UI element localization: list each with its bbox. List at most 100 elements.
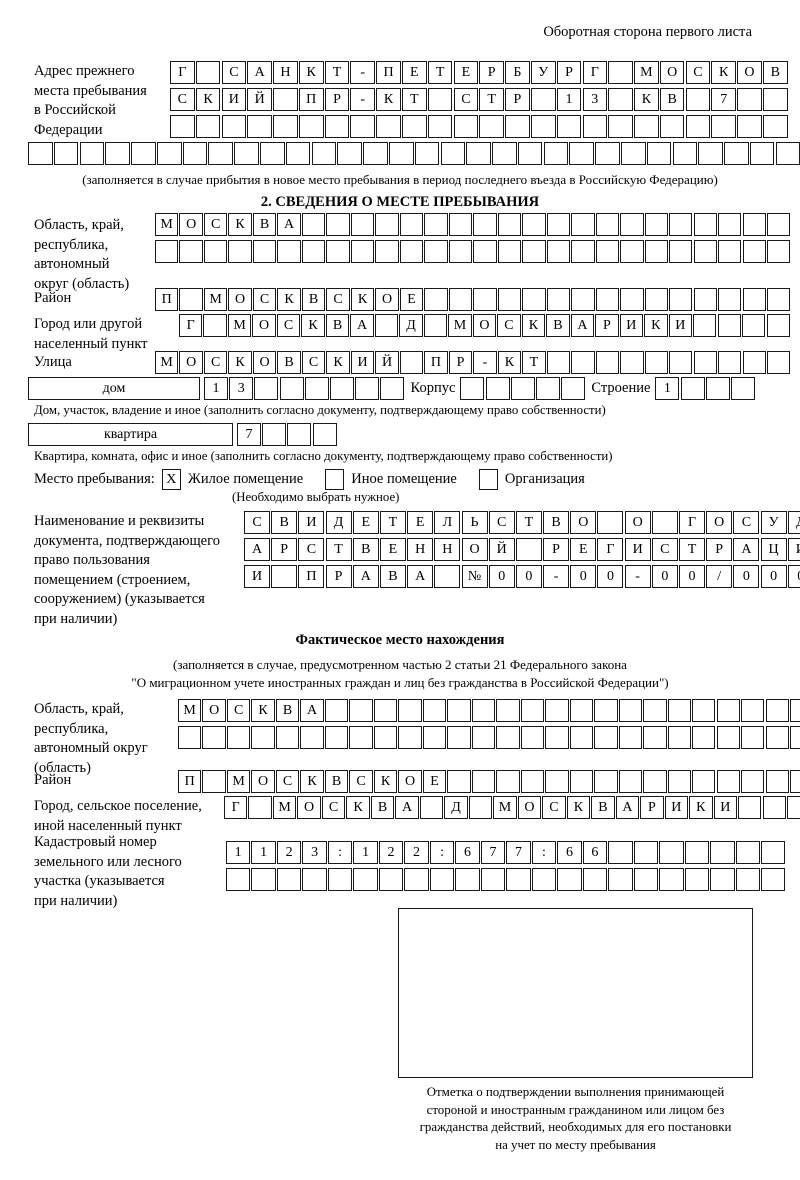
char-cell[interactable]: 3: [302, 841, 327, 864]
char-cell[interactable]: [399, 351, 424, 374]
char-cell[interactable]: [471, 726, 496, 749]
char-cell[interactable]: [620, 288, 644, 311]
char-cell[interactable]: [545, 770, 569, 793]
char-cell[interactable]: [737, 88, 762, 111]
char-cell[interactable]: Г: [582, 61, 608, 84]
char-cell[interactable]: [557, 868, 582, 891]
section2-apartment-row[interactable]: квартира 7: [28, 423, 338, 446]
char-cell[interactable]: А: [570, 314, 595, 337]
char-cell[interactable]: [203, 240, 228, 263]
char-cell[interactable]: Й: [247, 88, 272, 111]
char-cell[interactable]: [506, 868, 531, 891]
checkbox-zhiloe-pomeshchenie[interactable]: X: [161, 469, 181, 490]
char-cell[interactable]: [790, 770, 800, 793]
char-cell[interactable]: [79, 142, 105, 165]
char-cell[interactable]: 0: [679, 565, 705, 588]
char-cell[interactable]: [301, 213, 326, 236]
char-cell[interactable]: [520, 770, 545, 793]
char-cell[interactable]: 0: [488, 565, 515, 588]
checkbox-organizatsiya[interactable]: [478, 469, 498, 490]
char-cell[interactable]: [762, 796, 786, 819]
char-cell[interactable]: [203, 314, 227, 337]
char-cell[interactable]: С: [221, 61, 247, 84]
char-cell[interactable]: -: [350, 61, 376, 84]
char-cell[interactable]: [520, 726, 545, 749]
char-cell[interactable]: Ц: [760, 538, 787, 561]
korpus-char-cell[interactable]: [535, 377, 560, 400]
char-cell[interactable]: [327, 868, 353, 891]
apartment-char-cell[interactable]: [287, 423, 312, 446]
char-cell[interactable]: [271, 565, 298, 588]
char-cell[interactable]: О: [659, 61, 685, 84]
char-cell[interactable]: [762, 115, 788, 138]
char-cell[interactable]: О: [252, 314, 276, 337]
char-cell[interactable]: Е: [570, 538, 597, 561]
char-cell[interactable]: Р: [706, 538, 733, 561]
char-cell[interactable]: [618, 699, 643, 722]
char-cell[interactable]: [546, 288, 571, 311]
char-cell[interactable]: [422, 726, 447, 749]
char-cell[interactable]: О: [202, 699, 226, 722]
char-cell[interactable]: Е: [407, 511, 434, 534]
char-cell[interactable]: [595, 240, 620, 263]
korpus-char-cell[interactable]: [561, 377, 586, 400]
char-cell[interactable]: [571, 213, 595, 236]
char-cell[interactable]: [634, 115, 659, 138]
char-cell[interactable]: [644, 213, 668, 236]
char-cell[interactable]: [337, 142, 362, 165]
char-cell[interactable]: [530, 115, 556, 138]
char-cell[interactable]: [473, 240, 497, 263]
char-cell[interactable]: Е: [402, 61, 427, 84]
char-cell[interactable]: [247, 115, 272, 138]
char-cell[interactable]: [582, 115, 608, 138]
char-cell[interactable]: О: [737, 61, 762, 84]
char-cell[interactable]: К: [326, 351, 350, 374]
char-cell[interactable]: [424, 213, 448, 236]
char-cell[interactable]: [350, 213, 375, 236]
char-cell[interactable]: [669, 240, 693, 263]
char-cell[interactable]: В: [370, 796, 395, 819]
char-cell[interactable]: [388, 142, 414, 165]
char-cell[interactable]: Г: [224, 796, 248, 819]
char-cell[interactable]: И: [244, 565, 270, 588]
char-cell[interactable]: [398, 726, 422, 749]
stamp-area[interactable]: [398, 908, 753, 1078]
char-cell[interactable]: В: [352, 538, 379, 561]
char-cell[interactable]: [260, 142, 285, 165]
char-cell[interactable]: С: [542, 796, 566, 819]
char-cell[interactable]: К: [644, 314, 668, 337]
char-cell[interactable]: [530, 88, 556, 111]
char-cell[interactable]: Р: [543, 538, 570, 561]
house-char-cell[interactable]: [254, 377, 279, 400]
char-cell[interactable]: В: [275, 699, 300, 722]
char-cell[interactable]: 3: [582, 88, 608, 111]
char-cell[interactable]: [496, 770, 520, 793]
char-cell[interactable]: Ь: [461, 511, 488, 534]
char-cell[interactable]: 1: [556, 88, 582, 111]
char-cell[interactable]: [248, 796, 272, 819]
char-cell[interactable]: [375, 213, 399, 236]
char-cell[interactable]: Н: [434, 538, 461, 561]
char-cell[interactable]: [790, 699, 800, 722]
char-cell[interactable]: [742, 240, 766, 263]
char-cell[interactable]: [424, 288, 448, 311]
char-cell[interactable]: [471, 770, 496, 793]
char-cell[interactable]: [226, 868, 251, 891]
korpus-char-cell[interactable]: [485, 377, 510, 400]
char-cell[interactable]: [742, 288, 766, 311]
char-cell[interactable]: [349, 699, 373, 722]
char-cell[interactable]: [765, 770, 789, 793]
char-cell[interactable]: С: [170, 88, 195, 111]
char-cell[interactable]: [429, 868, 455, 891]
char-cell[interactable]: [644, 351, 668, 374]
char-cell[interactable]: [179, 288, 203, 311]
char-cell[interactable]: Р: [556, 61, 582, 84]
char-cell[interactable]: 1: [226, 841, 251, 864]
char-cell[interactable]: [669, 288, 693, 311]
char-cell[interactable]: О: [179, 351, 203, 374]
char-cell[interactable]: С: [203, 351, 228, 374]
